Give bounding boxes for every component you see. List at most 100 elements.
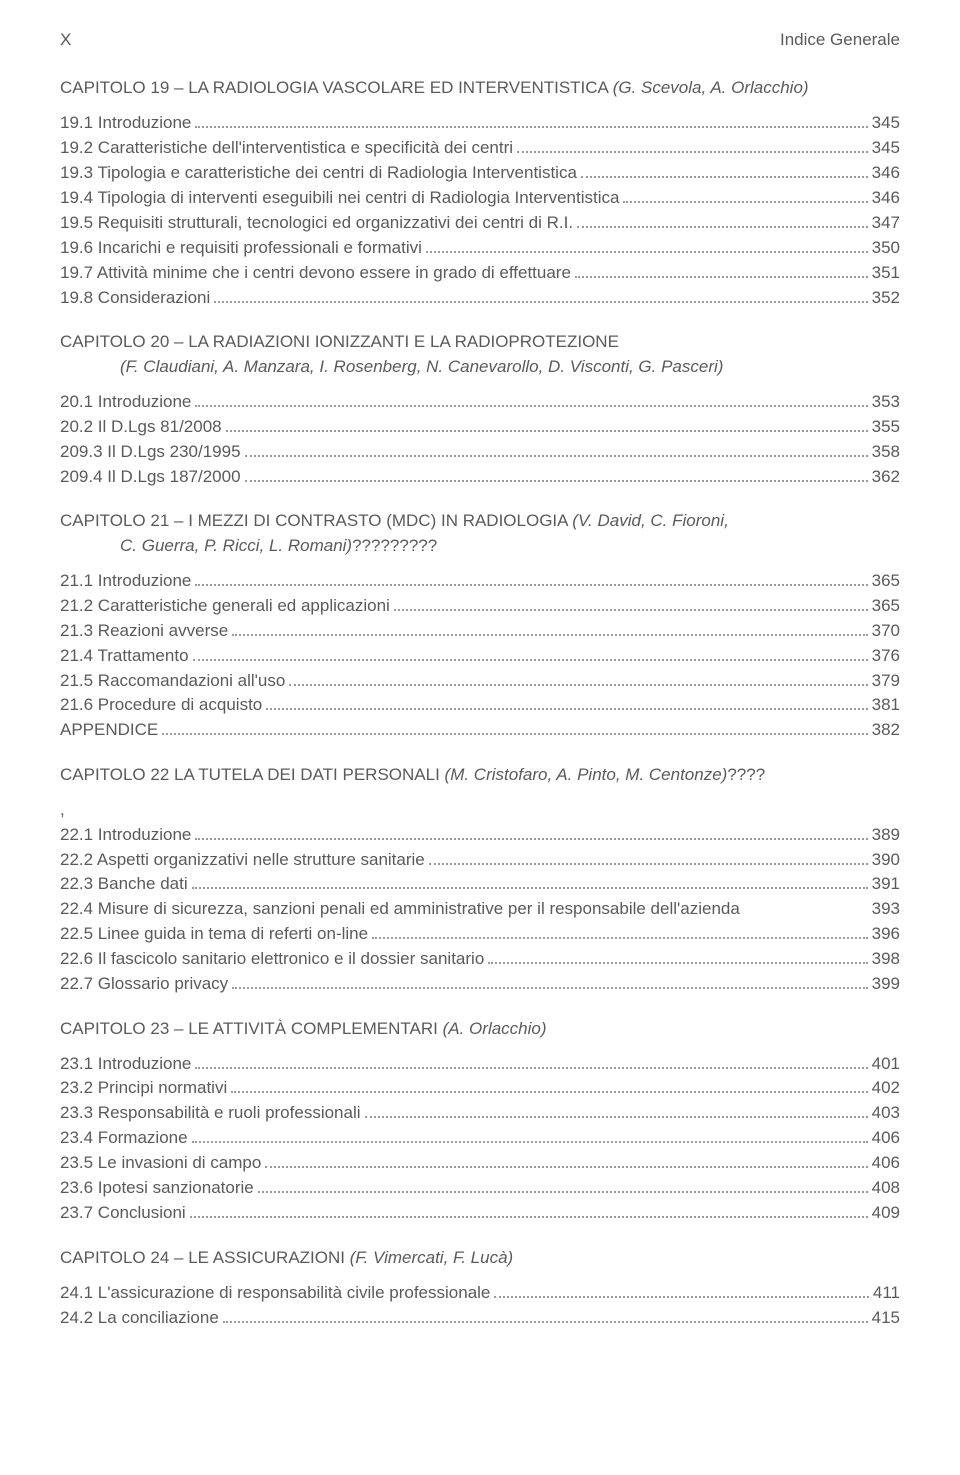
toc-entry: 209.3 Il D.Lgs 230/1995 358 [60,439,900,464]
toc-entry-label: 20.2 Il D.Lgs 81/2008 [60,415,222,440]
toc-leader [162,718,867,735]
toc-entry-page: 347 [872,211,900,236]
toc-entry: 21.2 Caratteristiche generali ed applica… [60,593,900,618]
toc-entry-page: 345 [872,136,900,161]
toc-entry-page: 409 [872,1201,900,1226]
toc-entry: 19.2 Caratteristiche dell'interventistic… [60,136,900,161]
page-number-roman: X [60,30,71,50]
toc-entry-page: 350 [872,236,900,261]
toc-entry-label: 19.2 Caratteristiche dell'interventistic… [60,136,513,161]
toc-entry: 23.4 Formazione 406 [60,1126,900,1151]
toc-leader [192,872,868,889]
toc-entry-label: 19.1 Introduzione [60,111,191,136]
toc-leader [245,464,868,481]
toc-entry: 23.5 Le invasioni di campo 406 [60,1151,900,1176]
toc-entry-label: 24.2 La conciliazione [60,1306,219,1331]
toc-leader [577,210,868,227]
toc-entry: 24.2 La conciliazione 415 [60,1305,900,1330]
toc-entry-label: 21.5 Raccomandazioni all'uso [60,669,285,694]
chapter-block: CAPITOLO 19 – LA RADIOLOGIA VASCOLARE ED… [60,76,900,310]
toc-entry-page: 399 [872,972,900,997]
chapter-title: CAPITOLO 24 – LE ASSICURAZIONI (F. Vimer… [60,1246,900,1271]
toc-entry-page: 390 [872,848,900,873]
toc-leader [195,1051,867,1068]
chapter-block: CAPITOLO 20 – LA RADIAZIONI IONIZZANTI E… [60,330,900,489]
toc-entry: 19.3 Tipologia e caratteristiche dei cen… [60,161,900,186]
toc-entry-page: 358 [872,440,900,465]
toc-entry-label: 19.5 Requisiti strutturali, tecnologici … [60,211,573,236]
toc-entry-label: 23.4 Formazione [60,1126,188,1151]
toc-entry: 21.6 Procedure di acquisto381 [60,693,900,718]
toc-entry-page: 406 [872,1151,900,1176]
toc-entry: 21.4 Trattamento376 [60,643,900,668]
toc-leader [372,922,868,939]
toc-entry-page: 382 [872,718,900,743]
toc-entry: 21.1 Introduzione365 [60,568,900,593]
chapter-block: CAPITOLO 21 – I MEZZI DI CONTRASTO (MDC)… [60,509,900,743]
toc-leader [245,439,868,456]
toc-leader [394,593,868,610]
chapter-title: CAPITOLO 19 – LA RADIOLOGIA VASCOLARE ED… [60,76,900,101]
toc-leader [494,1280,869,1297]
toc-entry: 19.7 Attività minime che i centri devono… [60,260,900,285]
toc-entry-page: 393 [872,897,900,922]
toc-entry-label: 19.7 Attività minime che i centri devono… [60,261,571,286]
chapter-note: , [60,798,900,823]
toc-entry: 20.1 Introduzione353 [60,389,900,414]
toc-leader [226,414,868,431]
toc-leader [265,1151,867,1168]
toc-leader [190,1201,868,1218]
toc-leader [223,1305,868,1322]
toc-entry: 23.7 Conclusioni409 [60,1201,900,1226]
toc-entry-label: 21.4 Trattamento [60,644,189,669]
toc-leader [195,822,867,839]
toc-entry: APPENDICE382 [60,718,900,743]
toc-leader [289,668,867,685]
toc-leader [192,1126,868,1143]
toc-entry: 23.6 Ipotesi sanzionatorie408 [60,1176,900,1201]
toc-entry-page: 406 [872,1126,900,1151]
toc-leader [258,1176,868,1193]
toc-entry: 22.6 Il fascicolo sanitario elettronico … [60,947,900,972]
toc-entry: 19.6 Incarichi e requisiti professionali… [60,235,900,260]
toc-entry: 19.4 Tipologia di interventi eseguibili … [60,185,900,210]
toc-entry: 21.5 Raccomandazioni all'uso379 [60,668,900,693]
toc-entry-label: 209.3 Il D.Lgs 230/1995 [60,440,241,465]
toc-entry-page: 365 [872,569,900,594]
toc-entry-label: 23.5 Le invasioni di campo [60,1151,261,1176]
toc-entry-label: 23.6 Ipotesi sanzionatorie [60,1176,254,1201]
toc-leader [488,947,867,964]
toc-leader [581,161,868,178]
toc-entry-page: 351 [872,261,900,286]
toc-entry: 19.1 Introduzione345 [60,111,900,136]
toc-leader [214,285,867,302]
toc-entry-label: 23.1 Introduzione [60,1052,191,1077]
toc-entry-label: 19.3 Tipologia e caratteristiche dei cen… [60,161,577,186]
toc-entry-label: 22.1 Introduzione [60,823,191,848]
toc-entry: 19.5 Requisiti strutturali, tecnologici … [60,210,900,235]
toc-leader [429,847,868,864]
toc-entry-page: 396 [872,922,900,947]
toc-entry: 22.5 Linee guida in tema di referti on-l… [60,922,900,947]
toc-entry-page: 415 [872,1306,900,1331]
toc-body: CAPITOLO 19 – LA RADIOLOGIA VASCOLARE ED… [60,76,900,1330]
toc-entry-label: 19.4 Tipologia di interventi eseguibili … [60,186,619,211]
toc-page: X Indice Generale CAPITOLO 19 – LA RADIO… [0,0,960,1390]
toc-leader [426,235,868,252]
toc-leader [195,111,867,128]
toc-entry: 22.2 Aspetti organizzativi nelle struttu… [60,847,900,872]
toc-leader [193,643,868,660]
toc-entry-label: 22.6 Il fascicolo sanitario elettronico … [60,947,484,972]
toc-entry-label: 22.3 Banche dati [60,872,188,897]
toc-entry-label: 22.2 Aspetti organizzativi nelle struttu… [60,848,425,873]
toc-leader [266,693,867,710]
toc-entry: 209.4 Il D.Lgs 187/2000362 [60,464,900,489]
toc-entry: 22.4 Misure di sicurezza, sanzioni penal… [60,897,900,922]
toc-entry-page: 411 [873,1281,900,1306]
toc-entry: 23.3 Responsabilità e ruoli professional… [60,1101,900,1126]
toc-entry-page: 352 [872,286,900,311]
toc-entry-page: 365 [872,594,900,619]
toc-entry: 21.3 Reazioni avverse370 [60,618,900,643]
toc-leader [232,972,867,989]
toc-entry-page: 391 [872,872,900,897]
